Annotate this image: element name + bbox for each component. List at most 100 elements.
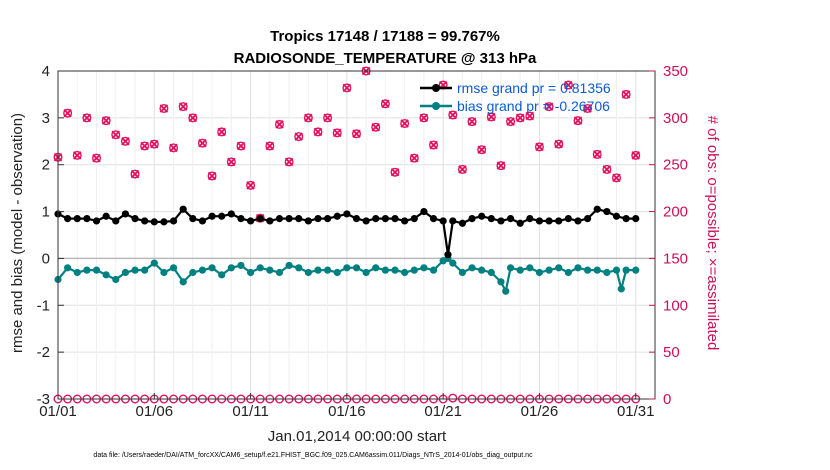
data-point — [381, 266, 389, 274]
y-tick-label-right: 250 — [663, 157, 688, 174]
footnote: data file: /Users/raeder/DAI/ATM_forcXX/… — [93, 452, 533, 459]
data-point — [141, 266, 149, 274]
y-axis-label-left: rmse and bias (model - observation) — [9, 113, 26, 353]
data-point — [102, 212, 110, 220]
obs-possible-marker — [342, 83, 352, 93]
obs-assimilated-marker — [525, 111, 535, 121]
data-point — [439, 217, 447, 225]
obs-assimilated-marker — [592, 150, 602, 159]
obs-possible-marker — [352, 129, 362, 139]
data-point — [160, 268, 168, 277]
obs-assimilated-marker — [612, 173, 621, 183]
data-point — [444, 251, 452, 259]
data-point — [208, 264, 216, 272]
series-segment — [446, 220, 454, 255]
data-point — [583, 266, 592, 274]
obs-assimilated-marker — [130, 169, 140, 179]
data-point — [131, 266, 139, 274]
data-point — [73, 268, 81, 277]
obs-assimilated-marker — [496, 161, 506, 170]
obs-possible-marker — [323, 113, 333, 123]
obs-possible-marker — [149, 139, 159, 149]
obs-possible-marker — [573, 116, 583, 126]
obs-possible-marker — [611, 173, 621, 183]
obs-possible-marker — [457, 164, 467, 174]
obs-possible-marker — [197, 138, 207, 148]
x-tick-label: 01/21 — [424, 403, 462, 420]
y-tick-label-right: 50 — [663, 344, 680, 361]
obs-assimilated-marker — [188, 113, 198, 123]
obs-possible-marker — [217, 127, 227, 137]
legend-rmse-marker — [432, 84, 440, 92]
obs-assimilated-marker — [169, 143, 178, 153]
obs-assimilated-marker — [583, 104, 592, 113]
data-point — [169, 217, 178, 225]
data-point — [256, 264, 264, 272]
data-point — [324, 266, 332, 274]
data-point — [410, 266, 418, 274]
data-point — [102, 271, 110, 279]
legend-bias-label: bias grand pr = -0.26706 — [457, 98, 610, 114]
obs-assimilated-marker — [602, 165, 612, 174]
data-point — [285, 215, 293, 223]
data-point — [92, 266, 101, 274]
data-point — [189, 268, 197, 277]
obs-possible-marker — [265, 141, 275, 151]
data-point — [246, 268, 255, 277]
obs-possible-marker — [544, 102, 554, 112]
data-point — [632, 266, 640, 274]
x-tick-label: 01/11 — [232, 403, 268, 420]
obs-assimilated-marker — [631, 151, 640, 160]
data-point — [420, 207, 428, 216]
legend-rmse-label: rmse grand pr = 0.81356 — [457, 80, 611, 96]
y-tick-label-left: 1 — [42, 204, 50, 221]
obs-possible-marker — [515, 113, 525, 123]
obs-possible-marker — [602, 164, 612, 174]
obs-possible-marker — [82, 113, 92, 123]
data-point — [237, 215, 245, 223]
data-point — [487, 268, 495, 277]
obs-possible-marker — [592, 149, 602, 159]
data-point — [468, 264, 476, 272]
obs-assimilated-marker — [313, 127, 323, 137]
obs-possible-marker — [429, 140, 439, 150]
obs-possible-marker — [169, 143, 179, 153]
obs-assimilated-marker — [73, 151, 82, 160]
y-tick-label-right: 0 — [663, 391, 671, 408]
data-point — [429, 266, 438, 274]
data-point — [121, 210, 130, 218]
obs-possible-marker — [178, 102, 188, 112]
data-point — [237, 261, 245, 270]
data-point — [121, 268, 130, 277]
data-point — [468, 215, 476, 223]
y-tick-label-left: 2 — [42, 157, 50, 174]
obs-assimilated-marker — [294, 132, 303, 141]
obs-assimilated-marker — [535, 142, 544, 152]
obs-possible-marker — [467, 117, 477, 127]
data-point — [314, 266, 322, 274]
series-0 — [54, 205, 640, 259]
obs-possible-marker — [140, 141, 150, 151]
obs-possible-marker — [486, 112, 496, 122]
data-point — [256, 215, 264, 223]
data-point — [429, 215, 438, 223]
series-3 — [53, 66, 640, 223]
data-point — [275, 215, 284, 223]
obs-assimilated-marker — [198, 138, 207, 148]
obs-assimilated-marker — [487, 112, 496, 122]
y-axis-label-right: # of obs: o=possible; ×=assimilated — [704, 116, 721, 351]
obs-possible-marker — [226, 157, 236, 167]
data-point — [295, 264, 303, 272]
obs-possible-marker — [188, 113, 198, 123]
data-point — [535, 268, 544, 277]
data-point — [198, 217, 207, 225]
obs-possible-marker — [554, 139, 564, 149]
obs-assimilated-marker — [92, 153, 101, 163]
data-point — [603, 268, 611, 277]
obs-possible-marker — [303, 113, 313, 123]
data-point — [314, 215, 322, 223]
data-point — [420, 264, 428, 272]
obs-assimilated-marker — [236, 141, 246, 151]
data-point — [343, 264, 351, 272]
